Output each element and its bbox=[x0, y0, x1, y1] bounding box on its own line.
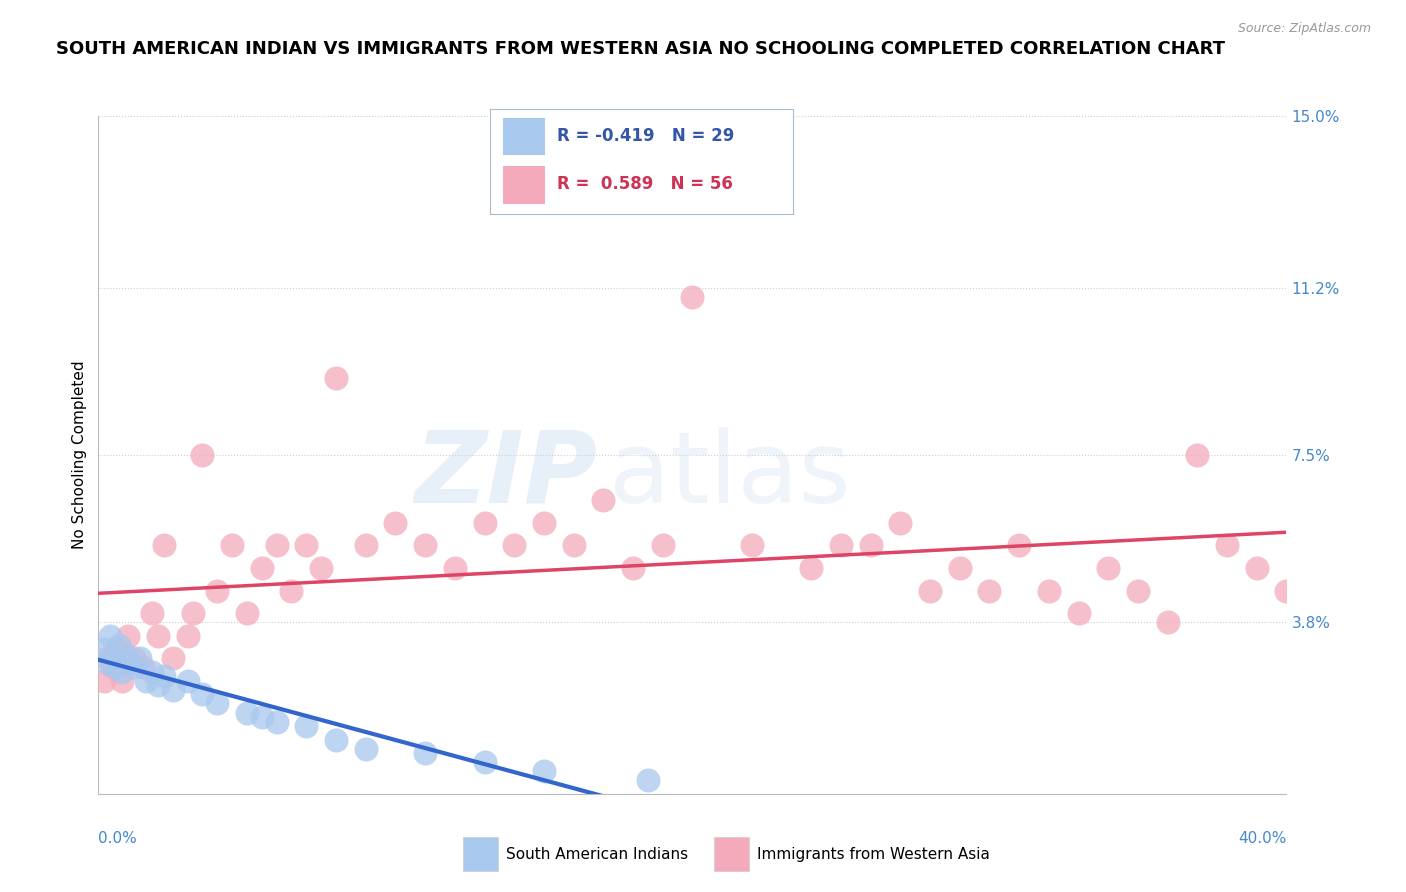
Point bbox=[384, 516, 406, 530]
Point bbox=[474, 756, 496, 770]
FancyBboxPatch shape bbox=[714, 837, 749, 871]
Point bbox=[114, 647, 136, 661]
Point bbox=[682, 290, 704, 304]
Text: 0.0%: 0.0% bbox=[98, 831, 138, 847]
Point bbox=[1246, 561, 1268, 575]
Point bbox=[236, 706, 259, 720]
Point bbox=[135, 673, 157, 688]
Point bbox=[309, 561, 332, 575]
FancyBboxPatch shape bbox=[463, 837, 498, 871]
Text: atlas: atlas bbox=[609, 426, 851, 524]
Point bbox=[111, 673, 134, 688]
Point bbox=[103, 651, 125, 665]
Point bbox=[533, 764, 555, 779]
Point bbox=[1038, 583, 1060, 598]
Text: Source: ZipAtlas.com: Source: ZipAtlas.com bbox=[1237, 22, 1371, 36]
Point bbox=[132, 660, 155, 674]
Text: 40.0%: 40.0% bbox=[1239, 831, 1286, 847]
Point bbox=[474, 516, 496, 530]
Point bbox=[117, 629, 139, 643]
Point bbox=[207, 697, 229, 711]
Point bbox=[651, 538, 673, 552]
Point bbox=[162, 682, 184, 697]
Point bbox=[1187, 448, 1209, 462]
Point bbox=[183, 606, 205, 620]
Point bbox=[105, 642, 128, 657]
Point bbox=[250, 561, 273, 575]
Point bbox=[979, 583, 1001, 598]
Text: R =  0.589   N = 56: R = 0.589 N = 56 bbox=[557, 176, 733, 194]
Point bbox=[176, 629, 198, 643]
Point bbox=[162, 651, 184, 665]
Point bbox=[592, 493, 614, 508]
Point bbox=[562, 538, 585, 552]
Point bbox=[1216, 538, 1239, 552]
Point bbox=[221, 538, 243, 552]
Point bbox=[1126, 583, 1149, 598]
Point bbox=[122, 660, 145, 674]
Point bbox=[207, 583, 229, 598]
Point bbox=[146, 678, 169, 692]
Point bbox=[96, 656, 118, 670]
Point bbox=[266, 714, 288, 729]
Point bbox=[325, 732, 347, 747]
Point bbox=[637, 773, 659, 788]
FancyBboxPatch shape bbox=[502, 166, 546, 203]
Point bbox=[266, 538, 288, 552]
Point bbox=[830, 538, 852, 552]
Point bbox=[295, 538, 318, 552]
Text: Immigrants from Western Asia: Immigrants from Western Asia bbox=[758, 847, 990, 862]
Text: SOUTH AMERICAN INDIAN VS IMMIGRANTS FROM WESTERN ASIA NO SCHOOLING COMPLETED COR: SOUTH AMERICAN INDIAN VS IMMIGRANTS FROM… bbox=[56, 40, 1225, 58]
Point bbox=[1156, 615, 1178, 629]
Point bbox=[108, 638, 131, 652]
Point bbox=[444, 561, 467, 575]
Point bbox=[621, 561, 644, 575]
Point bbox=[920, 583, 942, 598]
Point bbox=[96, 651, 118, 665]
Point bbox=[503, 538, 526, 552]
FancyBboxPatch shape bbox=[502, 118, 546, 155]
Point bbox=[103, 660, 125, 674]
Point bbox=[859, 538, 882, 552]
Point bbox=[1008, 538, 1031, 552]
Point bbox=[152, 538, 174, 552]
Point bbox=[889, 516, 911, 530]
Point bbox=[295, 719, 318, 733]
Point bbox=[141, 606, 163, 620]
Point bbox=[413, 538, 436, 552]
Text: R = -0.419   N = 29: R = -0.419 N = 29 bbox=[557, 127, 734, 145]
Text: ZIP: ZIP bbox=[415, 426, 598, 524]
Point bbox=[325, 371, 347, 385]
Point bbox=[122, 651, 145, 665]
Point bbox=[176, 673, 198, 688]
Point bbox=[354, 538, 377, 552]
Point bbox=[146, 629, 169, 643]
Point bbox=[117, 656, 139, 670]
Point bbox=[741, 538, 763, 552]
Point bbox=[1097, 561, 1119, 575]
Point bbox=[354, 741, 377, 756]
Point bbox=[800, 561, 823, 575]
Point bbox=[105, 660, 128, 674]
Text: South American Indians: South American Indians bbox=[506, 847, 688, 862]
Point bbox=[191, 448, 214, 462]
Point bbox=[191, 688, 214, 702]
Point bbox=[152, 669, 174, 683]
Point bbox=[141, 665, 163, 679]
Point bbox=[236, 606, 259, 620]
Point bbox=[1275, 583, 1298, 598]
Point bbox=[93, 642, 115, 657]
Point bbox=[280, 583, 302, 598]
Point bbox=[533, 516, 555, 530]
Y-axis label: No Schooling Completed: No Schooling Completed bbox=[72, 360, 87, 549]
Point bbox=[949, 561, 972, 575]
Point bbox=[413, 746, 436, 760]
Point bbox=[98, 629, 121, 643]
Point bbox=[1067, 606, 1090, 620]
Point bbox=[93, 673, 115, 688]
Point bbox=[250, 710, 273, 724]
Point bbox=[111, 665, 134, 679]
Point bbox=[129, 651, 152, 665]
